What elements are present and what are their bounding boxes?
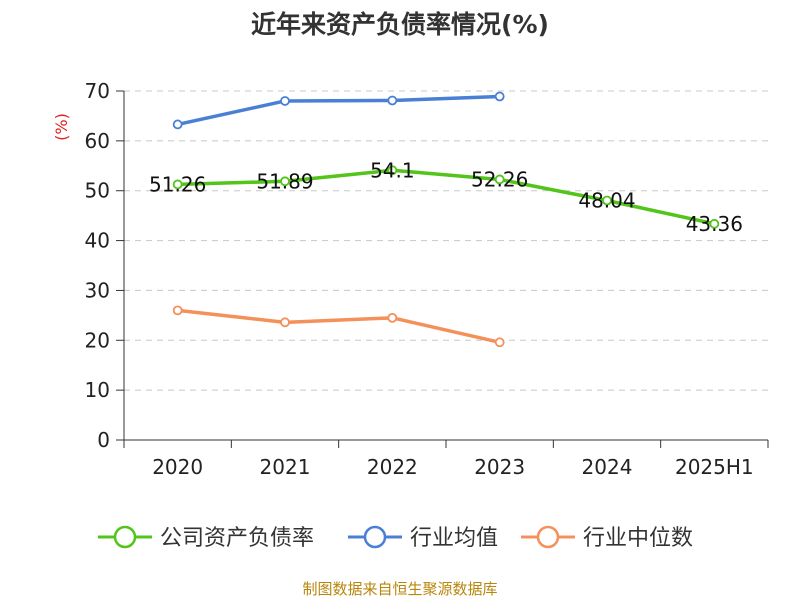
x-tick-label: 2024	[582, 455, 633, 479]
x-tick-label: 2021	[260, 455, 311, 479]
legend-marker-2	[536, 525, 560, 549]
series-point-2	[387, 312, 398, 323]
axes: 0 10 20 30 40 50 60 70 2020 2021 2022 2023 2024 2025H…	[85, 79, 769, 479]
y-axis-unit: (%)	[52, 113, 71, 141]
x-tick-label: 2025H1	[675, 455, 754, 479]
data-labels: 51.26 51.89 54.1 52.26 48.04 43.36	[149, 158, 743, 236]
legend-marker-0	[113, 525, 137, 549]
source-note: 制图数据来自恒生聚源数据库	[302, 580, 497, 598]
series-point-2	[280, 317, 290, 328]
series-point-1	[280, 96, 290, 106]
x-tick-label: 2020	[152, 455, 203, 479]
y-tick-label: 30	[85, 278, 110, 302]
series-line-2	[177, 308, 501, 344]
series-point-2	[172, 305, 183, 316]
data-label-0: 48.04	[578, 188, 635, 212]
y-tick-label: 20	[85, 328, 110, 352]
data-label-0: 51.26	[149, 172, 206, 196]
series-point-1	[172, 119, 183, 130]
series-point-0	[494, 174, 505, 185]
legend-label-1: 行业均值	[410, 526, 498, 551]
series-line-0	[177, 168, 715, 226]
series-point-1	[494, 91, 505, 102]
series-point-1	[387, 95, 398, 106]
legend-label-2: 行业中位数	[583, 526, 693, 551]
series-point-0	[280, 176, 290, 187]
y-tick-label: 50	[85, 179, 110, 203]
y-tick-label: 10	[85, 378, 110, 402]
series-point-0	[387, 165, 398, 176]
data-label-0: 51.89	[256, 169, 313, 193]
data-label-0: 54.1	[370, 158, 415, 182]
series-layer	[172, 91, 720, 348]
series-line-1	[177, 94, 500, 127]
grid-lines	[124, 90, 768, 391]
series-point-2	[494, 337, 505, 348]
y-tick-label: 0	[97, 428, 110, 452]
y-tick-label: 60	[85, 129, 110, 153]
data-label-0: 52.26	[471, 167, 528, 191]
legend-marker-1	[363, 525, 387, 549]
chart-title: 近年来资产负债率情况(%)	[251, 10, 549, 39]
legend-label-0: 公司资产负债率	[160, 526, 314, 551]
y-tick-label: 70	[85, 79, 110, 103]
y-tick-label: 40	[85, 229, 110, 253]
x-tick-label: 2023	[474, 455, 525, 479]
series-point-0	[709, 218, 720, 229]
x-tick-label: 2022	[367, 455, 418, 479]
series-point-0	[602, 195, 612, 206]
legend: 公司资产负债率 行业均值 行业中位数	[98, 525, 693, 551]
data-label-0: 43.36	[686, 212, 743, 236]
series-point-0	[172, 179, 183, 190]
